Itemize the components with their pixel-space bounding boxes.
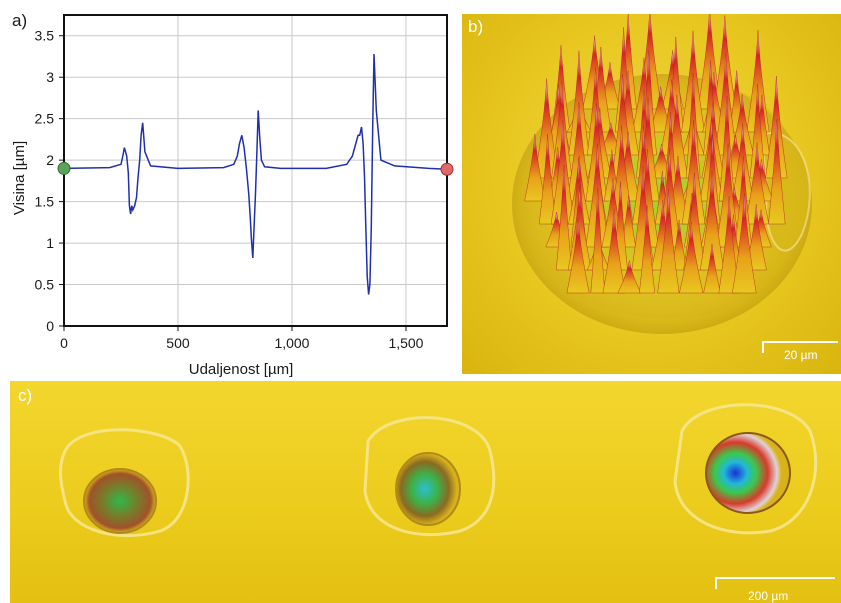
surface-spike (566, 102, 591, 202)
series-line (63, 53, 448, 295)
surface-spike (745, 204, 767, 271)
surface-spike (719, 96, 735, 202)
height-profile-chart: 0 0.5 1 1.5 2 2.5 3 3.5 0 500 1,000 1,500 Udaljeno… (11, 11, 454, 378)
start-marker[interactable] (57, 161, 71, 175)
surface-spike (745, 142, 770, 225)
surface-spike (534, 78, 559, 179)
surface-spike (566, 217, 590, 294)
y-tick-label: 2.5 (35, 111, 55, 127)
surface-spike (746, 30, 770, 133)
end-marker[interactable] (440, 162, 454, 176)
panel-b-3d-surface: b) 20 µm (462, 14, 841, 374)
surface-spike (732, 193, 757, 294)
y-tick-label: 0 (46, 318, 54, 334)
surface-spike (585, 103, 608, 202)
surface-spikes (524, 14, 788, 294)
surface-spike (714, 53, 738, 156)
scalebar-c (715, 577, 835, 589)
surface-spike (617, 260, 642, 294)
scalebar-b (762, 341, 838, 353)
y-tick-label: 1.5 (35, 194, 55, 210)
surface-spike (538, 134, 557, 225)
surface-spike (657, 188, 680, 294)
scalebar-c-label: 200 µm (748, 589, 789, 603)
surface-spike (703, 243, 721, 294)
scalebar-b-label: 20 µm (784, 348, 818, 362)
y-tick-label: 2 (46, 152, 54, 168)
surface-spike (681, 120, 706, 225)
crater-1 (59, 428, 190, 538)
panel-a-label: a) (12, 11, 27, 30)
y-tick-label: 3 (46, 69, 54, 85)
crater-3 (673, 403, 818, 535)
plot-frame (63, 14, 448, 327)
surface-spike (621, 195, 636, 248)
y-tick-label: 0.5 (35, 277, 55, 293)
x-tick-label: 500 (166, 335, 190, 351)
surface-spike (550, 120, 575, 225)
x-axis-label: Udaljenost [µm] (189, 361, 294, 378)
y-axis-ticks: 0 0.5 1 1.5 2 2.5 3 3.5 (35, 28, 64, 334)
surface-spike (590, 188, 606, 294)
top-view-image (59, 403, 818, 538)
surface-spike (679, 221, 704, 294)
surface-spike (556, 165, 572, 271)
surface-spike (602, 208, 626, 294)
surface-spike (734, 156, 752, 248)
surface-spike (700, 170, 725, 271)
y-axis-label: Visina [µm] (11, 141, 28, 215)
surface-spike (609, 125, 634, 225)
x-axis-ticks: 0 500 1,000 1,500 (60, 326, 424, 351)
surface-spike (639, 205, 655, 294)
x-tick-label: 0 (60, 335, 68, 351)
x-tick-label: 1,000 (274, 335, 309, 351)
y-tick-label: 3.5 (35, 28, 55, 44)
surface-spike (567, 186, 592, 271)
y-tick-label: 1 (46, 235, 54, 251)
surface-spike (671, 219, 688, 271)
surface-spike (551, 80, 573, 179)
surface-spike (749, 84, 766, 179)
surface-spike (524, 133, 546, 202)
chart-grid (63, 15, 447, 327)
x-tick-label: 1,500 (388, 335, 423, 351)
surface-spike (731, 123, 754, 202)
3d-surface-image (512, 14, 812, 334)
surface-spike (713, 15, 737, 110)
panel-b-label: b) (468, 17, 484, 36)
panel-c-top-view: c) 200 µm (10, 381, 841, 603)
crater-2 (363, 416, 496, 537)
surface-spike (768, 119, 786, 225)
panel-c-label: c) (18, 386, 33, 405)
